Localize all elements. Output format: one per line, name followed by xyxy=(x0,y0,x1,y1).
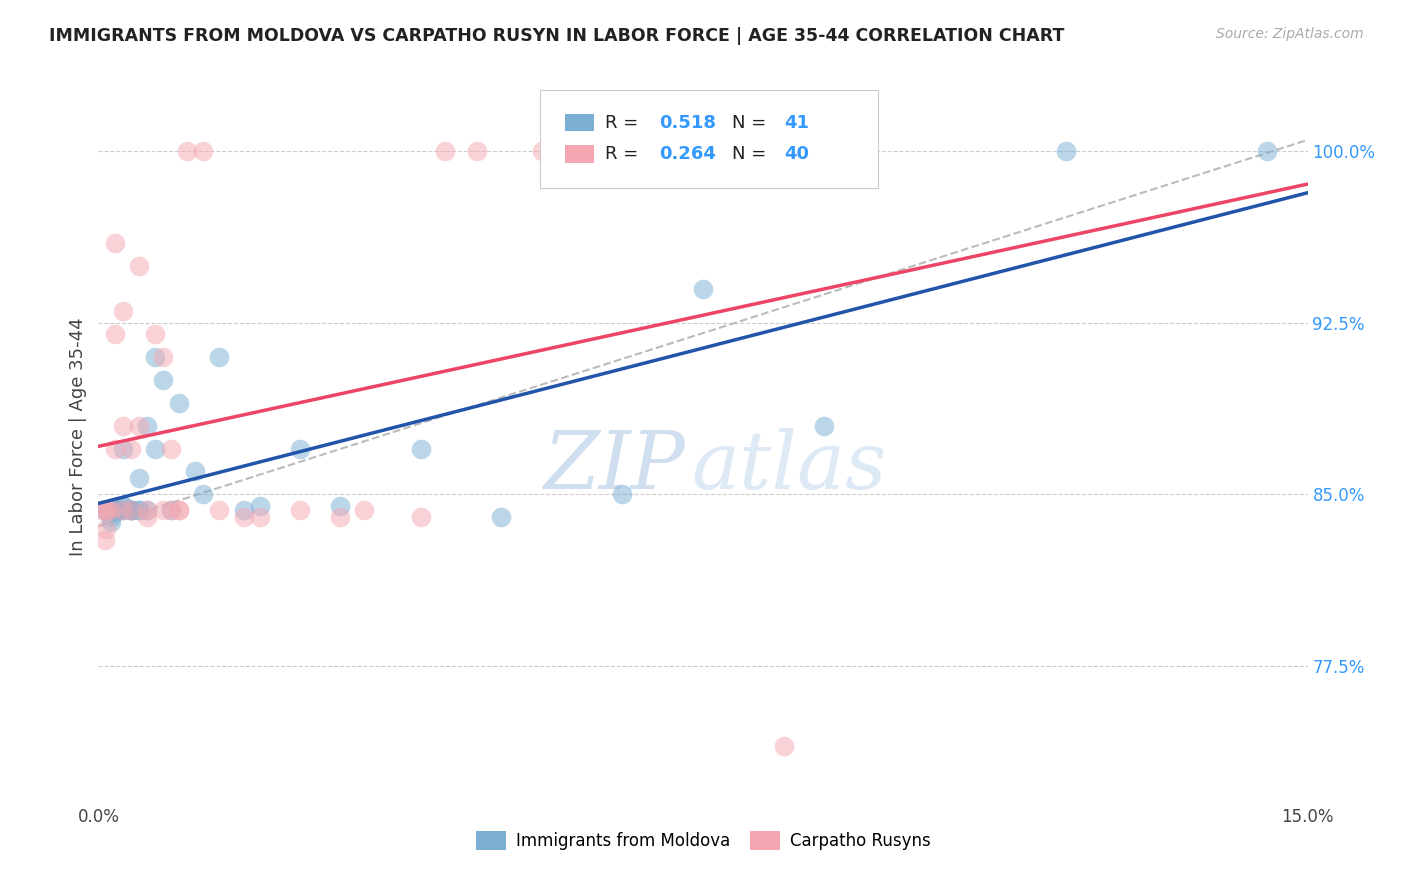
Point xyxy=(329,510,352,524)
Point xyxy=(111,499,134,513)
Point xyxy=(128,259,150,273)
Point xyxy=(96,521,118,535)
Point xyxy=(409,442,432,456)
Point xyxy=(107,503,129,517)
Point xyxy=(94,533,117,547)
Point xyxy=(94,503,117,517)
Point xyxy=(103,442,125,456)
Point xyxy=(152,503,174,517)
Point xyxy=(160,442,183,456)
Point xyxy=(491,510,513,524)
Text: 0.518: 0.518 xyxy=(659,113,717,131)
Point xyxy=(120,503,142,517)
Point xyxy=(96,503,118,517)
Point xyxy=(120,503,142,517)
Point xyxy=(111,304,134,318)
Text: N =: N = xyxy=(733,145,772,163)
Point xyxy=(111,503,134,517)
Point xyxy=(465,145,488,159)
Point xyxy=(249,499,271,513)
Point xyxy=(772,739,794,753)
Point xyxy=(135,503,157,517)
Text: 41: 41 xyxy=(785,113,808,131)
Point xyxy=(288,503,311,517)
Y-axis label: In Labor Force | Age 35-44: In Labor Force | Age 35-44 xyxy=(69,318,87,557)
Point xyxy=(434,145,457,159)
Point xyxy=(193,145,215,159)
Point xyxy=(249,510,271,524)
Point xyxy=(612,487,634,501)
Point xyxy=(128,503,150,517)
Point xyxy=(100,503,122,517)
Text: IMMIGRANTS FROM MOLDOVA VS CARPATHO RUSYN IN LABOR FORCE | AGE 35-44 CORRELATION: IMMIGRANTS FROM MOLDOVA VS CARPATHO RUSY… xyxy=(49,27,1064,45)
FancyBboxPatch shape xyxy=(565,145,595,163)
Point xyxy=(160,503,183,517)
Point xyxy=(111,418,134,433)
Point xyxy=(120,503,142,517)
Point xyxy=(128,418,150,433)
Point xyxy=(167,503,190,517)
Point xyxy=(176,145,198,159)
Point xyxy=(120,503,142,517)
Point xyxy=(1054,145,1077,159)
Legend: Immigrants from Moldova, Carpatho Rusyns: Immigrants from Moldova, Carpatho Rusyns xyxy=(468,824,938,856)
Point xyxy=(184,464,207,478)
Point xyxy=(111,503,134,517)
Point xyxy=(96,503,118,517)
Text: 40: 40 xyxy=(785,145,808,163)
Point xyxy=(612,145,634,159)
Point xyxy=(288,442,311,456)
Point xyxy=(152,350,174,364)
Point xyxy=(120,503,142,517)
Point xyxy=(530,145,553,159)
Point xyxy=(152,373,174,387)
Point xyxy=(135,418,157,433)
Text: ZIP: ZIP xyxy=(543,427,685,505)
Point xyxy=(167,396,190,410)
Point xyxy=(103,235,125,250)
Point xyxy=(100,503,122,517)
Point xyxy=(120,442,142,456)
Point xyxy=(208,350,231,364)
Point xyxy=(160,503,183,517)
Point xyxy=(143,350,166,364)
Point xyxy=(1256,145,1278,159)
Point xyxy=(692,281,714,295)
FancyBboxPatch shape xyxy=(565,114,595,131)
Point xyxy=(94,503,117,517)
FancyBboxPatch shape xyxy=(540,90,879,188)
Point xyxy=(135,510,157,524)
Point xyxy=(232,503,254,517)
Point xyxy=(208,503,231,517)
Point xyxy=(813,418,835,433)
Point xyxy=(143,327,166,342)
Point xyxy=(135,503,157,517)
Text: R =: R = xyxy=(605,113,644,131)
Point xyxy=(128,503,150,517)
Text: N =: N = xyxy=(733,113,772,131)
Point xyxy=(128,471,150,485)
Point xyxy=(103,503,125,517)
Point xyxy=(143,442,166,456)
Text: Source: ZipAtlas.com: Source: ZipAtlas.com xyxy=(1216,27,1364,41)
Text: atlas: atlas xyxy=(690,427,886,505)
Text: R =: R = xyxy=(605,145,644,163)
Point xyxy=(733,145,755,159)
Point xyxy=(353,503,375,517)
Point xyxy=(193,487,215,501)
Point xyxy=(167,503,190,517)
Point xyxy=(103,503,125,517)
Point xyxy=(329,499,352,513)
Point xyxy=(232,510,254,524)
Point xyxy=(111,442,134,456)
Point xyxy=(409,510,432,524)
Point xyxy=(100,510,122,524)
Point xyxy=(107,503,129,517)
Point xyxy=(111,499,134,513)
Point xyxy=(100,515,122,529)
Point xyxy=(91,503,114,517)
Point xyxy=(103,327,125,342)
Text: 0.264: 0.264 xyxy=(659,145,716,163)
